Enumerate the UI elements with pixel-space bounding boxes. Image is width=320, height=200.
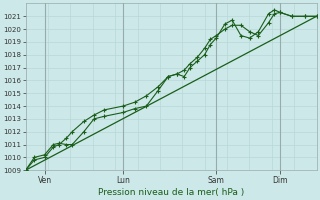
X-axis label: Pression niveau de la mer( hPa ): Pression niveau de la mer( hPa ): [98, 188, 244, 197]
